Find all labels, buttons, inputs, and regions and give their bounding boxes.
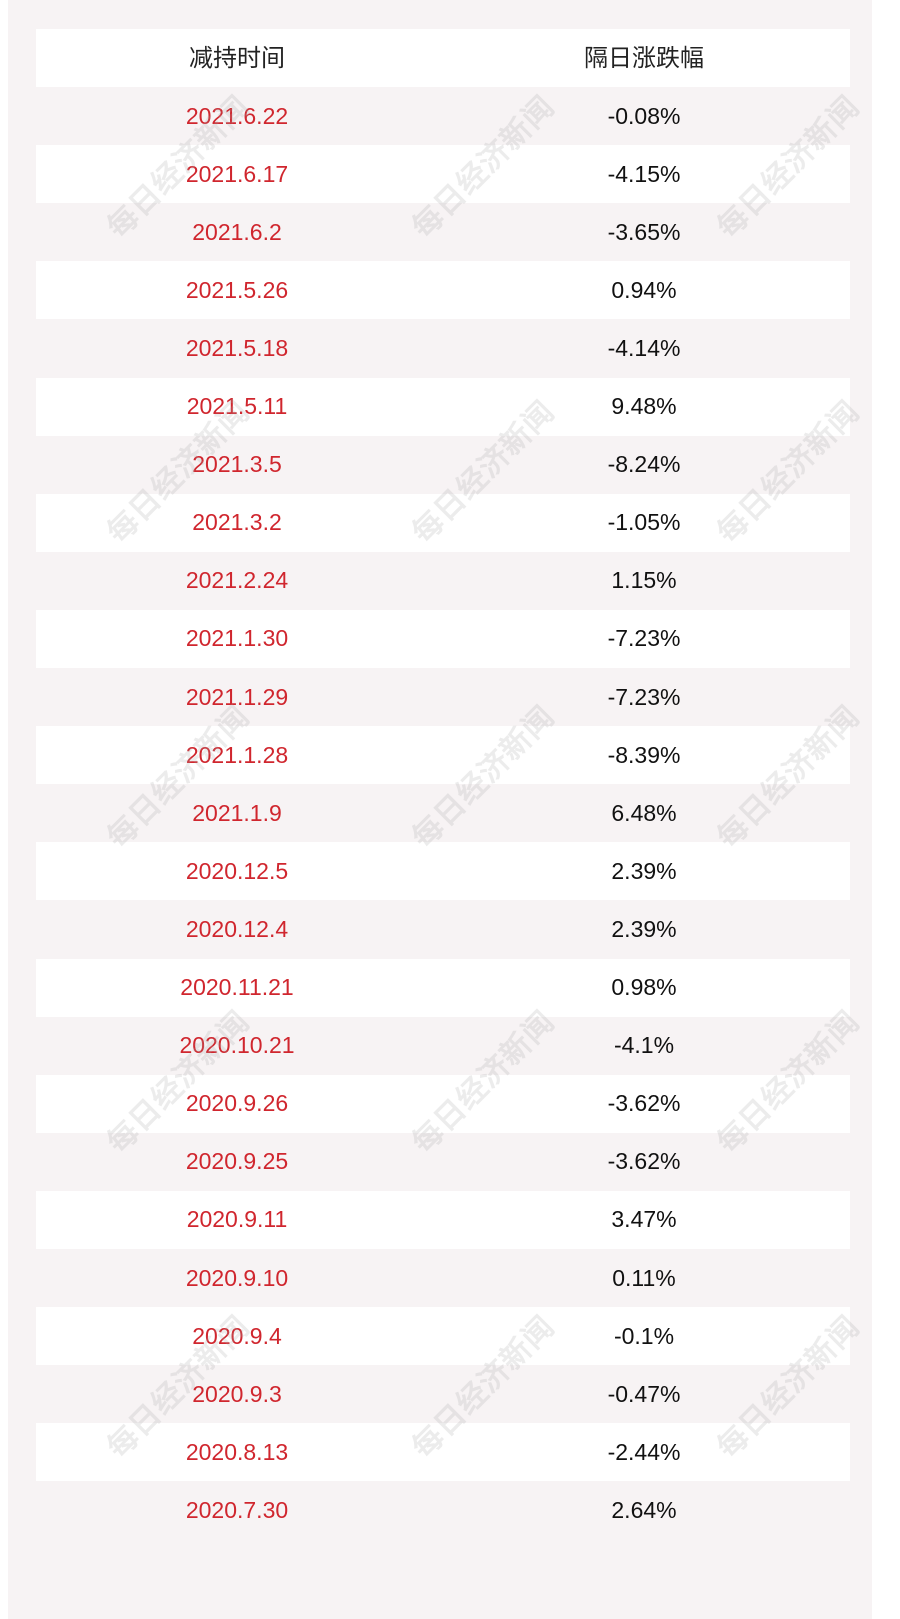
- table-row: 2021.6.2 -3.65%: [36, 203, 850, 262]
- table-row: 2020.9.26 -3.62%: [36, 1074, 850, 1133]
- next-day-change-cell: -4.14%: [607, 335, 681, 362]
- next-day-change-cell: -2.44%: [607, 1438, 681, 1465]
- table-row: 2020.12.4 2.39%: [36, 900, 850, 959]
- reduction-date-cell: 2021.6.2: [192, 218, 282, 245]
- next-day-change-cell: 3.47%: [611, 1206, 677, 1233]
- table-row: 2020.9.25 -3.62%: [36, 1132, 850, 1191]
- reduction-date-cell: 2020.12.5: [185, 857, 289, 884]
- next-day-change-cell: 2.39%: [611, 857, 677, 884]
- next-day-change-cell: -0.08%: [607, 102, 681, 129]
- table-row: 2021.6.17 -4.15%: [36, 145, 850, 204]
- table-row: 2020.9.11 3.47%: [36, 1190, 850, 1249]
- reduction-date-cell: 2020.11.21: [180, 974, 294, 1001]
- next-day-change-cell: 9.48%: [611, 393, 677, 420]
- next-day-change-cell: 6.48%: [611, 799, 677, 826]
- table-row: 2020.9.4 -0.1%: [36, 1307, 850, 1366]
- table-row: 2021.5.26 0.94%: [36, 261, 850, 320]
- table-row: 2021.1.9 6.48%: [36, 784, 850, 843]
- table-row: 2020.9.10 0.11%: [36, 1248, 850, 1308]
- reduction-date-cell: 2021.5.11: [186, 393, 288, 420]
- next-day-change-cell: -8.24%: [607, 451, 681, 478]
- next-day-change-cell: -0.1%: [613, 1322, 675, 1349]
- reduction-date-cell: 2021.6.22: [185, 102, 289, 129]
- reduction-date-cell: 2021.6.17: [185, 160, 289, 187]
- reduction-date-cell: 2021.5.18: [185, 335, 289, 362]
- table-row: 2021.3.5 -8.24%: [36, 435, 850, 494]
- reduction-table: 减持时间 隔日涨跌幅 2021.6.22 -0.08% 2021.6.17 -4.15…: [36, 29, 850, 1540]
- next-day-change-cell: -7.23%: [607, 625, 681, 652]
- header-reduction-date: 减持时间: [189, 44, 285, 73]
- reduction-date-cell: 2020.9.25: [185, 1148, 289, 1175]
- reduction-date-cell: 2021.1.9: [192, 799, 282, 826]
- reduction-date-cell: 2020.12.4: [185, 915, 289, 942]
- table-row: 2020.9.3 -0.47%: [36, 1365, 850, 1424]
- reduction-date-cell: 2021.1.28: [185, 741, 289, 768]
- next-day-change-cell: -8.39%: [607, 741, 681, 768]
- reduction-date-cell: 2021.2.24: [185, 567, 289, 594]
- table-row: 2021.2.24 1.15%: [36, 551, 850, 610]
- next-day-change-cell: 0.94%: [611, 276, 677, 303]
- next-day-change-cell: 2.39%: [611, 915, 677, 942]
- table-header-row: 减持时间 隔日涨跌幅: [36, 29, 850, 88]
- reduction-date-cell: 2020.9.10: [185, 1264, 289, 1291]
- next-day-change-cell: -3.65%: [607, 218, 681, 245]
- table-row: 2020.10.21 -4.1%: [36, 1016, 850, 1075]
- table-body: 2021.6.22 -0.08% 2021.6.17 -4.15% 2021.6.2 -3…: [36, 87, 850, 1540]
- reduction-date-cell: 2020.8.13: [185, 1438, 289, 1465]
- table-row: 2021.1.30 -7.23%: [36, 609, 850, 669]
- table-row: 2021.3.2 -1.05%: [36, 493, 850, 552]
- table-row: 2020.7.30 2.64%: [36, 1481, 850, 1540]
- reduction-date-cell: 2021.1.29: [185, 683, 289, 710]
- reduction-date-cell: 2021.1.30: [185, 625, 289, 652]
- table-row: 2020.12.5 2.39%: [36, 842, 850, 901]
- reduction-date-cell: 2020.9.11: [186, 1206, 288, 1233]
- table-row: 2021.1.29 -7.23%: [36, 668, 850, 727]
- reduction-date-cell: 2020.10.21: [179, 1032, 295, 1059]
- next-day-change-cell: -3.62%: [607, 1090, 681, 1117]
- next-day-change-cell: 2.64%: [611, 1496, 677, 1523]
- next-day-change-cell: -1.05%: [607, 509, 681, 536]
- table-row: 2021.6.22 -0.08%: [36, 87, 850, 146]
- reduction-date-cell: 2020.9.26: [185, 1090, 289, 1117]
- table-row: 2021.5.11 9.48%: [36, 377, 850, 436]
- next-day-change-cell: -7.23%: [607, 683, 681, 710]
- next-day-change-cell: -3.62%: [607, 1148, 681, 1175]
- table-row: 2021.1.28 -8.39%: [36, 726, 850, 785]
- next-day-change-cell: -4.15%: [607, 160, 681, 187]
- table-row: 2020.8.13 -2.44%: [36, 1423, 850, 1482]
- reduction-date-cell: 2020.9.3: [192, 1380, 282, 1407]
- next-day-change-cell: 1.15%: [611, 567, 677, 594]
- reduction-date-cell: 2021.3.2: [192, 509, 282, 536]
- next-day-change-cell: 0.98%: [611, 974, 677, 1001]
- next-day-change-cell: -4.1%: [613, 1032, 675, 1059]
- next-day-change-cell: -0.47%: [607, 1380, 681, 1407]
- table-row: 2021.5.18 -4.14%: [36, 319, 850, 378]
- reduction-date-cell: 2020.9.4: [192, 1322, 282, 1349]
- reduction-date-cell: 2021.3.5: [192, 451, 282, 478]
- table-row: 2020.11.21 0.98%: [36, 958, 850, 1017]
- reduction-date-cell: 2020.7.30: [185, 1496, 289, 1523]
- header-next-day-change: 隔日涨跌幅: [584, 44, 704, 73]
- reduction-date-cell: 2021.5.26: [185, 276, 289, 303]
- next-day-change-cell: 0.11%: [612, 1264, 676, 1291]
